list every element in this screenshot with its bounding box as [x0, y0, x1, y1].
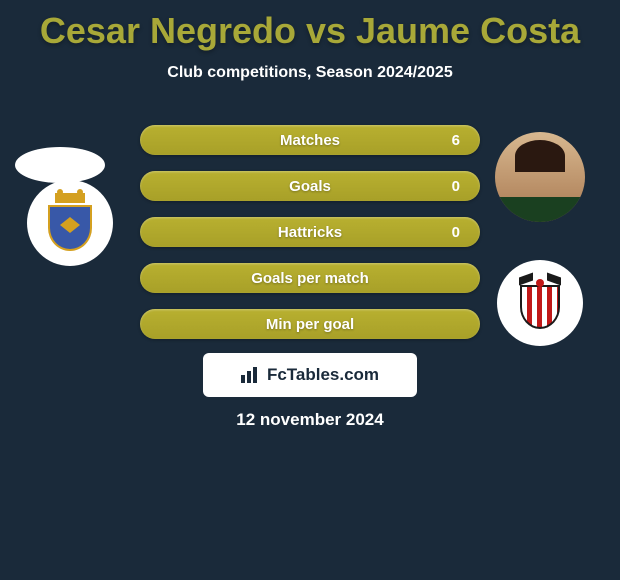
logo-text: FcTables.com [267, 365, 379, 385]
stat-value-right: 0 [452, 178, 460, 195]
stat-value-right: 6 [452, 132, 460, 149]
stat-label: Goals per match [251, 270, 369, 287]
player-left-avatar [15, 147, 105, 183]
stat-row-goals-per-match: Goals per match [140, 263, 480, 293]
chart-icon [241, 367, 261, 383]
fctables-logo: FcTables.com [203, 353, 417, 397]
stat-row-goals: Goals 0 [140, 171, 480, 201]
stat-label: Min per goal [266, 316, 354, 333]
stat-label: Goals [289, 178, 331, 195]
comparison-date: 12 november 2024 [0, 410, 620, 430]
oviedo-crest [45, 193, 95, 253]
stat-row-matches: Matches 6 [140, 125, 480, 155]
stats-container: Matches 6 Goals 0 Hattricks 0 Goals per … [140, 125, 480, 355]
albacete-crest [515, 273, 565, 333]
comparison-title: Cesar Negredo vs Jaume Costa [0, 0, 620, 52]
stat-label: Matches [280, 132, 340, 149]
player-right-avatar [495, 132, 585, 222]
comparison-subtitle: Club competitions, Season 2024/2025 [0, 64, 620, 82]
stat-label: Hattricks [278, 224, 342, 241]
stat-row-hattricks: Hattricks 0 [140, 217, 480, 247]
team-right-crest [497, 260, 583, 346]
team-left-crest [27, 180, 113, 266]
stat-row-min-per-goal: Min per goal [140, 309, 480, 339]
stat-value-right: 0 [452, 224, 460, 241]
